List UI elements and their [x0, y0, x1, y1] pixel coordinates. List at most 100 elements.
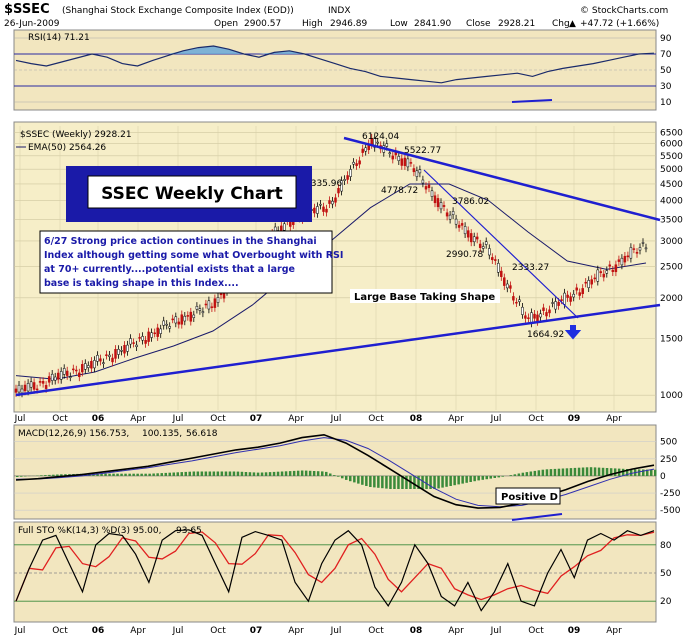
macd-hist-bar [613, 468, 617, 476]
title-box-inner [87, 175, 297, 209]
price-candle [123, 345, 126, 354]
macd-hist-bar [585, 467, 589, 476]
price-annotation: 5522.77 [404, 146, 441, 156]
price-tick-label: 5500 [660, 152, 683, 162]
macd-hist-bar [581, 467, 585, 476]
price-candle [53, 376, 57, 381]
price-candle [292, 222, 295, 225]
price-candle [433, 195, 437, 204]
price-candle [578, 292, 581, 296]
macd-hist-bar [573, 467, 577, 476]
chart-date: 26-Jun-2009 [4, 19, 60, 29]
macd-hist-bar [373, 475, 376, 488]
price-tick-label: 5000 [660, 165, 683, 175]
macd-hist-bar [216, 471, 220, 476]
sto-tick-label: 20 [660, 597, 672, 607]
macd-hist-bar [349, 475, 352, 482]
macd-hist-bar [164, 472, 167, 476]
sto-k-line [15, 529, 655, 612]
price-candle [460, 223, 464, 226]
macd-hist-bar [425, 475, 428, 489]
macd-hist-bar [280, 471, 284, 476]
macd-hist-bar [541, 469, 545, 476]
price-tick-label: 1000 [660, 391, 683, 401]
price-candle [412, 168, 416, 173]
price-candle [439, 202, 443, 210]
macd-hist-bar [172, 472, 175, 476]
price-x-tick-label: Oct [210, 414, 226, 424]
price-candle [204, 303, 208, 306]
price-candle [500, 270, 503, 277]
macd-hist-bar [20, 475, 23, 477]
macd-hist-bar [417, 475, 420, 489]
price-candle [159, 328, 162, 334]
macd-hist-bar [224, 471, 228, 476]
price-candle [403, 157, 407, 166]
price-candle [343, 179, 346, 181]
price-candle [454, 218, 458, 225]
price-candle [602, 273, 606, 278]
price-candle [207, 300, 211, 310]
price-candle [596, 269, 600, 282]
macd-hist-bar [140, 473, 143, 476]
price-candle [566, 294, 569, 298]
price-candle [78, 372, 81, 378]
price-candle [162, 320, 165, 326]
macd-hist-bar [228, 471, 232, 476]
macd-hist-bar [389, 475, 392, 489]
price-candle [617, 259, 621, 262]
bottom-x-tick-label: Jul [490, 626, 502, 636]
rsi-tick-label: 70 [660, 50, 672, 60]
macd-hist-bar [381, 475, 384, 489]
price-candle [90, 360, 93, 369]
macd-hist-bar [244, 472, 248, 476]
price-candle [445, 212, 449, 217]
price-candle [545, 312, 548, 317]
macd-hist-bar [597, 467, 601, 476]
macd-tick-label: -500 [660, 506, 681, 516]
macd-hist-bar [473, 475, 476, 482]
price-candle [484, 241, 488, 245]
price-x-tick-label: 09 [568, 414, 581, 424]
macd-hist-bar [437, 475, 440, 489]
bottom-x-tick-label: 08 [410, 626, 423, 636]
macd-hist-bar [136, 473, 139, 476]
macd-hist-bar [429, 475, 432, 489]
bottom-x-tick-label: Oct [528, 626, 544, 636]
macd-hist-bar [168, 472, 171, 476]
bottom-x-tick-label: Oct [368, 626, 384, 636]
bottom-x-tick-label: Jul [172, 626, 184, 636]
low-label: Low [390, 19, 408, 29]
price-candle [620, 257, 624, 266]
price-candle [536, 314, 539, 322]
price-candle [457, 224, 461, 228]
price-candle [530, 312, 533, 324]
price-candle [120, 350, 123, 352]
price-candle [47, 376, 51, 383]
macd-hist-bar [401, 475, 404, 489]
macd-hist-bar [609, 468, 613, 476]
macd-hist-bar [537, 470, 541, 476]
macd-hist-bar [144, 473, 147, 476]
price-candle [376, 141, 379, 144]
bottom-x-tick-label: Oct [52, 626, 68, 636]
price-candle [590, 279, 593, 285]
macd-hist-bar [477, 475, 480, 481]
macd-hist-bar [292, 470, 296, 476]
macd-hist-bar [104, 473, 107, 476]
macd-hist-bar [196, 471, 200, 476]
macd-hist-bar [236, 471, 240, 476]
macd-hist-bar [276, 471, 280, 476]
price-candle [32, 382, 36, 390]
price-candle [635, 251, 639, 254]
macd-hist-bar [565, 468, 569, 476]
macd-hist-bar [377, 475, 380, 488]
price-candle [29, 381, 33, 388]
commentary-line: Index although getting some what Overbou… [44, 250, 343, 261]
price-legend: $SSEC (Weekly) 2928.21 [20, 130, 132, 140]
macd-hist-bar [397, 475, 400, 489]
price-candle [81, 364, 84, 373]
price-candle [638, 247, 642, 251]
macd-hist-bar [549, 469, 553, 476]
price-candle [141, 336, 144, 341]
